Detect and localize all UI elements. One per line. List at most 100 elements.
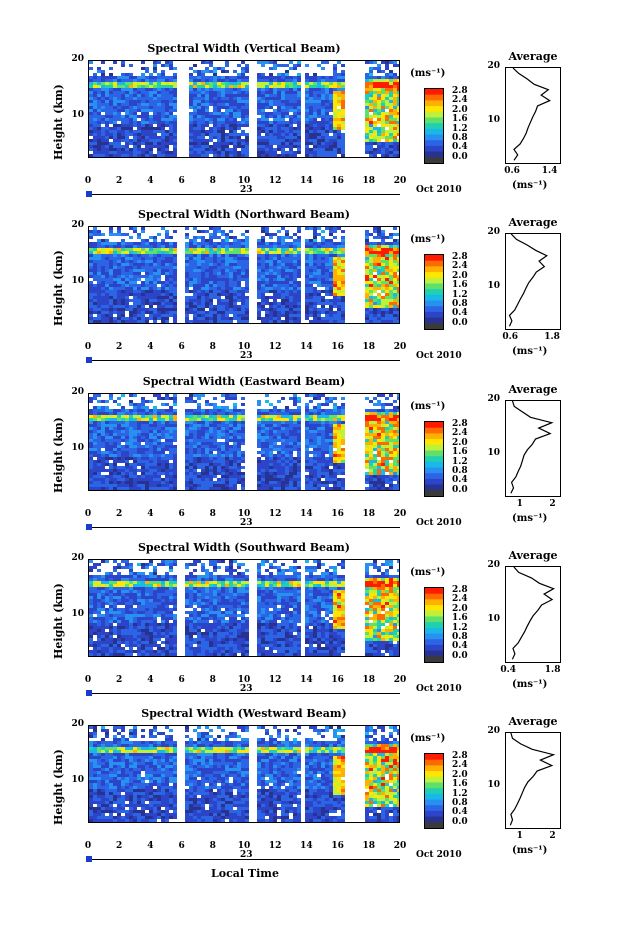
heatmap-cell: [165, 136, 169, 139]
heatmap-cell: [333, 302, 337, 305]
heatmap-cell: [369, 145, 373, 148]
heatmap-cell: [385, 299, 389, 302]
heatmap-cell: [105, 91, 109, 94]
heatmap-cell: [309, 302, 313, 305]
heatmap-cell: [321, 409, 325, 412]
heatmap-cell: [205, 245, 209, 248]
heatmap-cell: [133, 260, 137, 263]
heatmap-cell: [157, 394, 161, 397]
heatmap-cell: [397, 287, 399, 290]
heatmap-cell: [129, 82, 133, 85]
heatmap-cell: [325, 424, 329, 427]
heatmap-cell: [333, 320, 337, 323]
heatmap-cell: [377, 439, 381, 442]
heatmap-cell: [141, 124, 145, 127]
heatmap-cell: [309, 136, 313, 139]
heatmap-cell: [369, 281, 373, 284]
heatmap-cell: [325, 76, 329, 79]
heatmap-cell: [161, 85, 165, 88]
heatmap-cell: [337, 94, 341, 97]
heatmap-cell: [373, 100, 377, 103]
heatmap-cell: [93, 278, 97, 281]
heatmap-cell: [93, 308, 97, 311]
heatmap-cell: [169, 436, 173, 439]
heatmap-cell: [309, 436, 313, 439]
heatmap-cell: [93, 293, 97, 296]
heatmap-cell: [241, 103, 245, 106]
heatmap-cell: [125, 436, 129, 439]
heatmap-cell: [153, 106, 157, 109]
heatmap-cell: [225, 115, 229, 118]
heatmap-cell: [113, 121, 117, 124]
heatmap-cell: [225, 418, 229, 421]
heatmap-cell: [317, 227, 321, 230]
heatmap-cell: [365, 73, 369, 76]
heatmap-cell: [261, 109, 265, 112]
heatmap-cell: [157, 311, 161, 314]
heatmap-cell: [377, 139, 381, 142]
heatmap-cell: [261, 296, 265, 299]
heatmap-cell: [213, 296, 217, 299]
heatmap-cell: [125, 97, 129, 100]
heatmap-cell: [153, 248, 157, 251]
heatmap-cell: [233, 145, 237, 148]
heatmap-cell: [221, 94, 225, 97]
heatmap-cell: [145, 124, 149, 127]
heatmap-cell: [305, 412, 309, 415]
heatmap-cell: [329, 299, 333, 302]
heatmap-cell: [205, 242, 209, 245]
heatmap-cell: [381, 124, 385, 127]
heatmap-cell: [281, 272, 285, 275]
heatmap-cell: [297, 136, 301, 139]
heatmap-cell: [157, 91, 161, 94]
heatmap-cell: [241, 442, 245, 445]
heatmap-cell: [113, 130, 117, 133]
heatmap-cell: [173, 67, 177, 70]
heatmap-cell: [97, 100, 101, 103]
heatmap-cell: [273, 442, 277, 445]
heatmap-cell: [149, 314, 153, 317]
heatmap-cell: [169, 418, 173, 421]
heatmap-cell: [205, 94, 209, 97]
heatmap-cell: [277, 124, 281, 127]
heatmap-cell: [161, 94, 165, 97]
heatmap-cell: [229, 323, 233, 324]
heatmap-cell: [389, 403, 393, 406]
heatmap-cell: [397, 254, 399, 257]
heatmap-cell: [393, 76, 397, 79]
heatmap-cell: [365, 266, 369, 269]
heatmap-cell: [285, 412, 289, 415]
heatmap-cell: [225, 109, 229, 112]
heatmap-cell: [221, 436, 225, 439]
heatmap-cell: [117, 230, 121, 233]
heatmap-cell: [245, 296, 249, 299]
heatmap-cell: [237, 73, 241, 76]
heatmap-cell: [329, 79, 333, 82]
heatmap-cell: [109, 263, 113, 266]
heatmap-cell: [157, 115, 161, 118]
heatmap-cell: [393, 82, 397, 85]
heatmap-cell: [285, 88, 289, 91]
heatmap-cell: [257, 242, 261, 245]
heatmap-cell: [329, 424, 333, 427]
heatmap-cell: [153, 239, 157, 242]
heatmap-cell: [221, 323, 225, 324]
heatmap-cell: [257, 302, 261, 305]
heatmap-cell: [97, 130, 101, 133]
heatmap-cell: [365, 130, 369, 133]
heatmap-cell: [121, 136, 125, 139]
heatmap-cell: [393, 287, 397, 290]
heatmap-cell: [233, 157, 237, 158]
heatmap-cell: [165, 278, 169, 281]
heatmap-cell: [125, 284, 129, 287]
heatmap-cell: [281, 305, 285, 308]
heatmap-cell: [165, 254, 169, 257]
heatmap-cell: [237, 287, 241, 290]
heatmap-cell: [329, 124, 333, 127]
heatmap-cell: [161, 121, 165, 124]
heatmap-cell: [117, 302, 121, 305]
heatmap-cell: [293, 94, 297, 97]
heatmap-cell: [169, 121, 173, 124]
heatmap-cell: [145, 439, 149, 442]
heatmap-cell: [313, 305, 317, 308]
